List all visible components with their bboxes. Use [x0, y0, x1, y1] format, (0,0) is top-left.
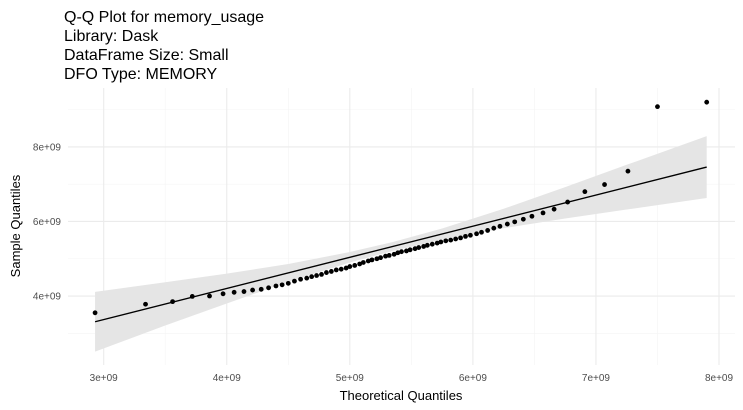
point [485, 228, 491, 233]
point [343, 265, 349, 271]
point [333, 267, 339, 273]
point [479, 229, 484, 235]
point [416, 245, 422, 250]
y-axis-title: Sample Quantiles [8, 174, 23, 277]
point [625, 168, 631, 174]
point [309, 274, 315, 280]
x-tick-label: 7e+09 [582, 373, 611, 384]
point [399, 249, 404, 255]
x-tick-label: 5e+09 [336, 373, 365, 384]
point [292, 278, 297, 284]
point [391, 251, 397, 257]
point [438, 239, 444, 245]
point [704, 99, 710, 105]
point [434, 240, 440, 246]
point [273, 283, 279, 289]
point [189, 294, 195, 299]
point [468, 232, 473, 238]
plot-area [92, 99, 710, 352]
point [424, 242, 430, 248]
point [220, 291, 226, 297]
reference-line [94, 166, 707, 323]
point [448, 237, 454, 243]
point [319, 272, 324, 277]
point [458, 235, 463, 241]
point [497, 223, 503, 229]
point [92, 310, 98, 316]
point [529, 213, 535, 219]
point [338, 266, 344, 272]
point [453, 236, 459, 242]
x-tick-label: 8e+09 [705, 373, 734, 384]
point [474, 231, 479, 237]
y-tick-label: 8e+09 [33, 142, 62, 153]
point [520, 216, 526, 222]
point [378, 255, 383, 261]
point [250, 287, 255, 293]
chart-title: Q-Q Plot for memory_usage [64, 9, 264, 26]
point [285, 280, 291, 286]
point [369, 257, 375, 263]
point [231, 289, 237, 295]
point [241, 289, 247, 294]
point [565, 199, 571, 205]
point [551, 206, 557, 212]
chart-title: DataFrame Size: Small [64, 47, 229, 64]
y-tick-label: 6e+09 [33, 217, 62, 228]
point [170, 299, 176, 305]
point [512, 219, 518, 225]
point [404, 248, 409, 254]
point [407, 247, 413, 253]
point [143, 301, 148, 307]
point [491, 225, 497, 231]
point [383, 253, 388, 259]
point [298, 276, 303, 282]
point [655, 104, 660, 110]
point [207, 293, 212, 299]
point [582, 189, 588, 195]
point [266, 285, 271, 291]
point [328, 269, 334, 274]
point [357, 261, 363, 267]
point [429, 241, 435, 247]
point [421, 244, 427, 249]
y-tick-label: 4e+09 [33, 292, 62, 303]
point [347, 264, 353, 269]
point [374, 256, 380, 262]
point [504, 221, 510, 227]
point [258, 286, 264, 292]
x-tick-label: 4e+09 [213, 373, 242, 384]
point [352, 263, 358, 268]
point [314, 273, 319, 278]
point [602, 182, 607, 187]
point [463, 233, 468, 239]
point [540, 210, 546, 216]
point [324, 270, 329, 275]
point [412, 246, 418, 252]
x-tick-label: 6e+09 [459, 373, 488, 384]
point [279, 282, 285, 288]
point [365, 258, 371, 264]
point [304, 275, 310, 281]
x-tick-label: 3e+09 [90, 373, 119, 384]
point [360, 260, 366, 265]
point [395, 250, 401, 256]
chart-title: DFO Type: MEMORY [64, 66, 218, 83]
chart-title: Library: Dask [64, 28, 159, 45]
point [386, 252, 392, 258]
point [443, 238, 449, 244]
x-axis-title: Theoretical Quantiles [340, 388, 463, 403]
